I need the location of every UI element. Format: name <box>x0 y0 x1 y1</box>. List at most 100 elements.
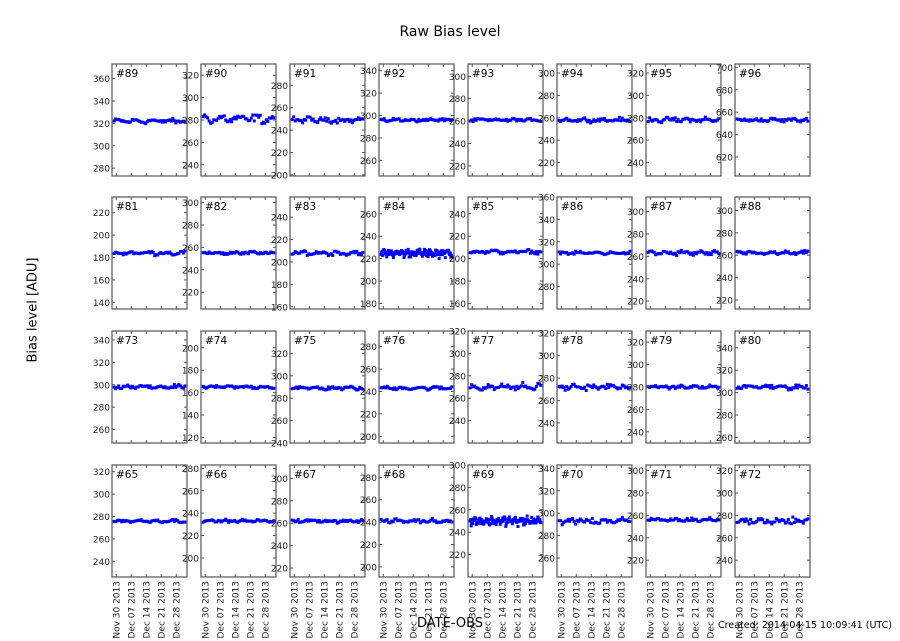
y-tick-label: 280 <box>93 165 110 175</box>
y-tick-label: 320 <box>182 72 199 82</box>
data-points <box>290 517 365 525</box>
x-tick-label: Nov 30 2013 <box>735 581 745 639</box>
y-tick-label: 260 <box>716 534 733 544</box>
subplot-67: 220 240 260 280 300 Nov 30 2013 Dec 07 2013 Dec… <box>271 464 366 639</box>
subplot-83: 160 180 200 220 240 #83 <box>271 196 366 313</box>
axes-frame <box>556 63 633 177</box>
subplot-96: 620 640 660 680 700 #96 <box>716 63 811 177</box>
y-tick-label: 280 <box>271 395 288 405</box>
data-points <box>735 116 810 124</box>
x-tick-label: Dec 14 2013 <box>231 581 241 639</box>
y-tick-label: 220 <box>271 565 288 575</box>
y-tick-label: 280 <box>538 532 555 542</box>
subplot-79: 240 260 280 300 320 #79 <box>627 330 722 444</box>
data-points <box>112 517 187 525</box>
y-tick-label: 320 <box>93 120 110 130</box>
created-timestamp: Created: 2014-04-15 10:09:41 (UTC) <box>718 620 892 631</box>
y-tick-label: 320 <box>716 467 733 477</box>
panel-label: #78 <box>561 335 583 347</box>
data-points <box>735 383 810 392</box>
axes-frame <box>289 330 366 444</box>
y-tick-label: 320 <box>716 367 733 377</box>
panel-label: #71 <box>650 469 672 481</box>
y-tick-label: 160 <box>271 303 288 313</box>
y-tick-label: 320 <box>93 468 110 478</box>
y-tick-label: 240 <box>627 428 644 438</box>
y-tick-label: 300 <box>627 92 644 102</box>
y-tick-label: 260 <box>538 397 555 407</box>
y-tick-label: 220 <box>538 159 555 169</box>
x-tick-label: Dec 28 2013 <box>706 581 716 639</box>
subplot-95: 240 260 280 300 320 #95 <box>627 63 722 177</box>
subplot-89: 280 300 320 340 360 #89 <box>93 63 188 177</box>
y-tick-label: 160 <box>93 276 110 286</box>
x-tick-label: Dec 07 2013 <box>572 581 582 639</box>
y-tick-label: 300 <box>716 389 733 399</box>
axes-frame <box>289 196 366 310</box>
y-tick-label: 240 <box>360 233 377 243</box>
y-tick-label: 260 <box>182 487 199 497</box>
y-tick-label: 220 <box>182 289 199 299</box>
y-tick-label: 660 <box>716 109 733 119</box>
data-points <box>201 113 276 126</box>
y-tick-label: 240 <box>538 137 555 147</box>
data-points <box>112 116 187 126</box>
axes-frame <box>645 464 722 578</box>
y-tick-label: 320 <box>271 350 288 360</box>
axes-frame <box>734 464 811 578</box>
y-tick-label: 280 <box>182 465 199 475</box>
y-tick-label: 180 <box>182 367 199 377</box>
x-tick-label: Dec 21 2013 <box>602 581 612 639</box>
axes-frame <box>289 63 366 177</box>
y-tick-label: 200 <box>449 255 466 265</box>
y-tick-label: 240 <box>360 388 377 398</box>
data-points <box>735 515 810 526</box>
subplot-77: 240 260 280 300 320 #77 <box>449 328 544 444</box>
panel-label: #85 <box>472 201 494 213</box>
y-tick-label: 260 <box>93 535 110 545</box>
y-tick-label: 300 <box>449 73 466 83</box>
axes-frame <box>734 63 811 177</box>
y-tick-label: 300 <box>538 510 555 520</box>
y-tick-label: 280 <box>360 343 377 353</box>
y-tick-label: 280 <box>93 513 110 523</box>
panel-label: #74 <box>205 335 227 347</box>
panel-label: #73 <box>116 335 138 347</box>
subplot-92: 260 280 300 320 340 #92 <box>360 63 455 177</box>
axes-frame <box>200 196 277 310</box>
panel-label: #79 <box>650 335 672 347</box>
subplot-74: 120 140 160 180 200 #74 <box>182 330 277 444</box>
y-tick-label: 240 <box>182 161 199 171</box>
y-tick-label: 240 <box>449 140 466 150</box>
x-axis-label: DATE-OBS <box>416 616 484 631</box>
y-tick-label: 280 <box>93 404 110 414</box>
axes-frame <box>378 464 455 578</box>
y-tick-label: 240 <box>627 534 644 544</box>
y-tick-label: 160 <box>449 300 466 310</box>
y-tick-label: 640 <box>716 131 733 141</box>
x-tick-label: Dec 14 2013 <box>142 581 152 639</box>
panel-label: #72 <box>739 469 761 481</box>
axes-frame <box>111 63 188 177</box>
x-tick-label: Dec 07 2013 <box>483 581 493 639</box>
x-tick-label: Nov 30 2013 <box>646 581 656 639</box>
data-points <box>379 116 454 124</box>
data-points <box>468 116 543 123</box>
y-tick-label: 280 <box>182 222 199 232</box>
y-tick-label: 220 <box>360 410 377 420</box>
y-tick-label: 280 <box>271 497 288 507</box>
y-tick-label: 300 <box>93 381 110 391</box>
panel-label: #68 <box>383 469 405 481</box>
panel-label: #65 <box>116 469 138 481</box>
axes-frame <box>289 464 366 578</box>
data-points <box>468 381 543 392</box>
x-tick-label: Dec 28 2013 <box>528 581 538 639</box>
data-points <box>290 115 365 125</box>
x-tick-label: Nov 30 2013 <box>112 581 122 639</box>
y-tick-label: 240 <box>449 529 466 539</box>
y-tick-label: 260 <box>93 426 110 436</box>
y-tick-label: 280 <box>716 229 733 239</box>
y-tick-label: 300 <box>449 350 466 360</box>
y-tick-label: 300 <box>538 261 555 271</box>
y-tick-label: 240 <box>182 510 199 520</box>
